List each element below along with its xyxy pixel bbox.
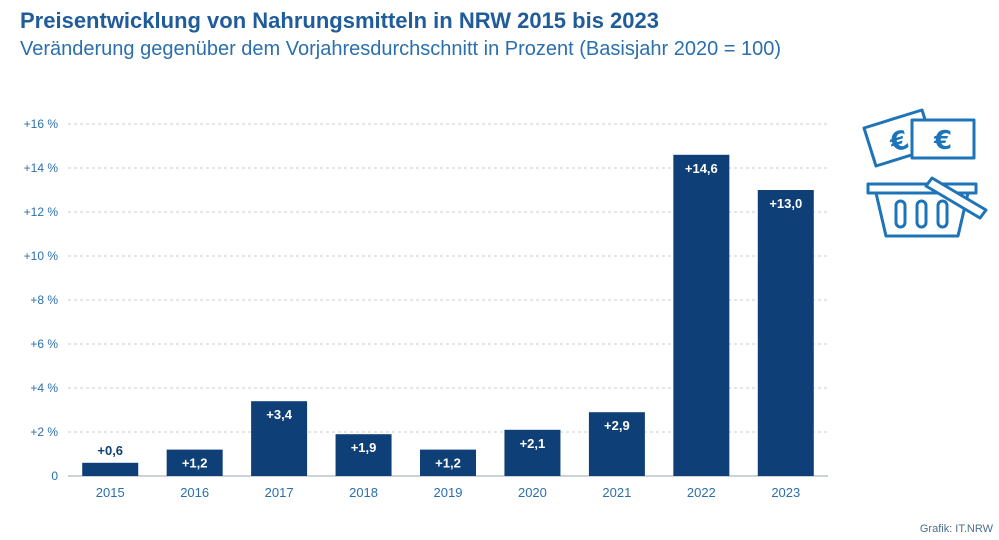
bar-2023 <box>757 190 814 476</box>
y-tick-label: +8 % <box>30 293 58 307</box>
y-tick-label: +4 % <box>30 381 58 395</box>
y-tick-label: +2 % <box>30 425 58 439</box>
bar-2020 <box>504 429 561 476</box>
y-tick-label: 0 <box>51 469 58 483</box>
data-label: +0,6 <box>97 443 123 458</box>
y-tick-label: +10 % <box>24 249 59 263</box>
bars <box>82 154 814 477</box>
data-label: +1,2 <box>182 456 208 471</box>
data-label: +14,6 <box>685 161 718 176</box>
bar-2015 <box>82 462 139 476</box>
x-axis-tick-labels: 2015 2016 2017 2018 2019 2020 2021 2022 2023 <box>96 485 800 500</box>
data-label: +13,0 <box>769 196 802 211</box>
shopping-basket-icon <box>866 176 988 238</box>
bar-2016 <box>166 449 223 476</box>
x-tick-label: 2018 <box>349 485 378 500</box>
svg-text:€: € <box>933 126 952 156</box>
euro-banknotes-icon: € € <box>862 108 976 168</box>
y-tick-label: +6 % <box>30 337 58 351</box>
bar-2018 <box>335 434 392 476</box>
data-label: +3,4 <box>266 407 292 422</box>
bar-2019 <box>420 449 476 476</box>
data-label: +1,9 <box>351 440 377 455</box>
x-tick-label: 2020 <box>518 485 547 500</box>
y-tick-label: +14 % <box>24 161 59 175</box>
bar-2021 <box>588 412 645 476</box>
data-labels: +0,6 +1,2 +3,4 +1,9 +1,2 +2,1 +2,9 +14,6 +13,0 <box>97 161 802 471</box>
data-label: +2,9 <box>604 418 630 433</box>
bar-2017 <box>251 401 308 476</box>
data-label: +1,2 <box>435 456 461 471</box>
x-tick-label: 2023 <box>771 485 800 500</box>
x-tick-label: 2016 <box>180 485 209 500</box>
x-tick-label: 2019 <box>434 485 463 500</box>
x-tick-label: 2022 <box>687 485 716 500</box>
y-tick-label: +16 % <box>24 117 59 131</box>
chart-title: Preisentwicklung von Nahrungsmitteln in … <box>20 8 659 33</box>
bar-2022 <box>673 154 730 477</box>
data-label: +2,1 <box>520 436 546 451</box>
source-credit: Grafik: IT.NRW <box>919 523 993 535</box>
x-tick-label: 2021 <box>602 485 631 500</box>
x-tick-label: 2015 <box>96 485 125 500</box>
chart-subtitle: Veränderung gegenüber dem Vorjahresdurch… <box>20 38 782 60</box>
y-axis-tick-labels: 0 +2 % +4 % +6 % +8 % +10 % +12 % +14 % +16 % <box>24 117 59 483</box>
y-tick-label: +12 % <box>24 205 59 219</box>
x-tick-label: 2017 <box>265 485 294 500</box>
